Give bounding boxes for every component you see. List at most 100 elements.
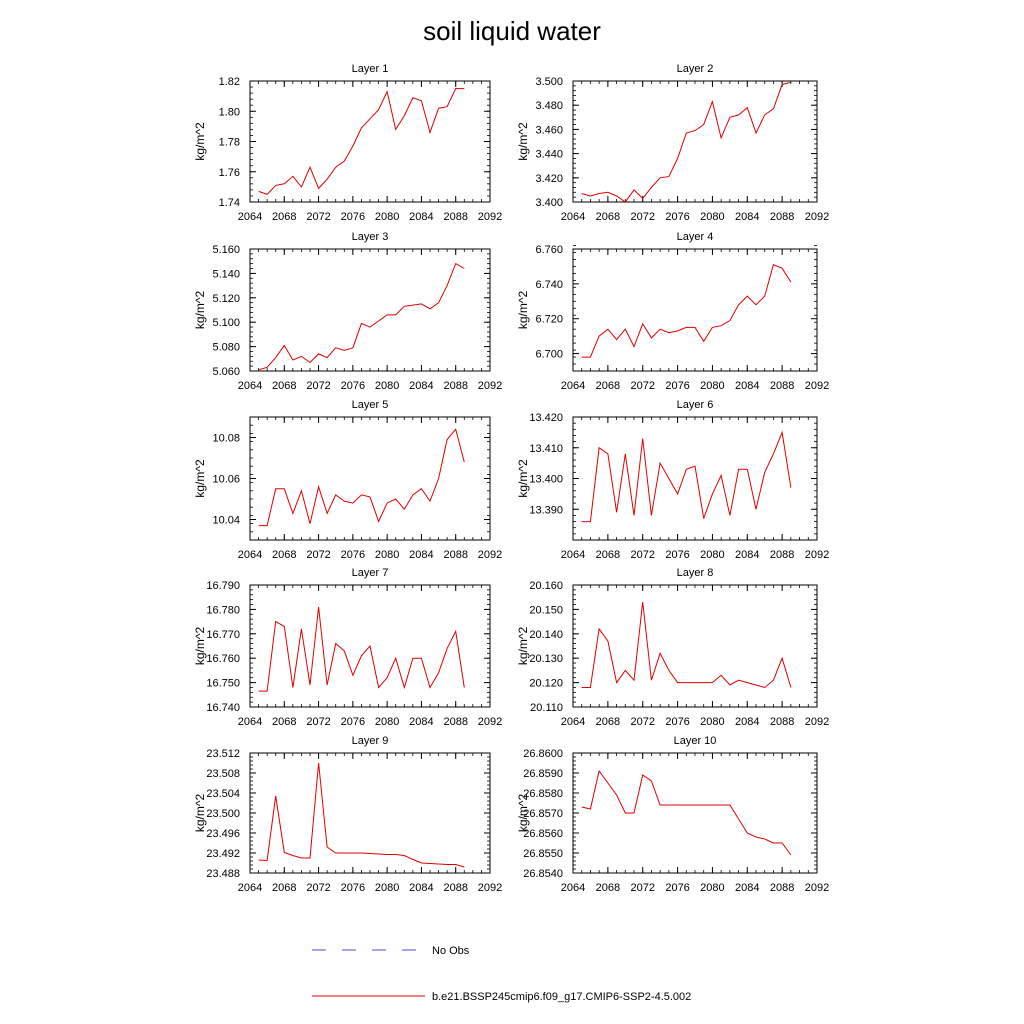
y-tick-label: 16.780 — [206, 604, 240, 616]
x-tick-label: 2072 — [630, 211, 654, 223]
y-tick-label: 20.140 — [529, 629, 563, 641]
y-tick-label: 1.76 — [219, 167, 240, 179]
x-tick-label: 2092 — [478, 716, 502, 728]
y-tick-label: 3.480 — [535, 100, 563, 112]
y-axis-label: kg/m^2 — [516, 459, 530, 498]
x-tick-label: 2088 — [443, 716, 467, 728]
y-tick-label: 26.8550 — [523, 848, 563, 860]
y-tick-label: 10.06 — [212, 474, 240, 486]
x-tick-label: 2080 — [700, 211, 724, 223]
x-tick-label: 2076 — [665, 716, 689, 728]
y-tick-label: 20.150 — [529, 604, 563, 616]
y-tick-label: 6.740 — [535, 279, 563, 291]
x-tick-label: 2080 — [700, 716, 724, 728]
x-tick-label: 2080 — [375, 380, 399, 392]
chart-panel-8: Layer 8 kg/m^2 2064 2068 2072 2076 2080 2084 208… — [516, 567, 829, 728]
x-tick-label: 2080 — [375, 882, 399, 894]
x-tick-label: 2072 — [306, 549, 330, 561]
y-tick-label: 5.060 — [212, 366, 240, 378]
y-tick-label: 23.504 — [206, 788, 240, 800]
chart-panel-9: Layer 9 kg/m^2 2064 2068 2072 2076 2080 2084 208… — [193, 735, 502, 894]
x-tick-label: 2068 — [272, 211, 296, 223]
x-tick-label: 2084 — [735, 716, 759, 728]
series-line — [258, 88, 465, 195]
y-axis-label: kg/m^2 — [516, 627, 530, 666]
x-tick-label: 2064 — [561, 716, 585, 728]
x-tick-label: 2068 — [272, 716, 296, 728]
series-line — [258, 262, 465, 371]
plot-frame — [249, 752, 491, 874]
x-tick-label: 2068 — [272, 549, 296, 561]
x-tick-label: 2092 — [805, 882, 829, 894]
y-tick-label: 13.410 — [529, 443, 563, 455]
x-tick-label: 2084 — [735, 211, 759, 223]
y-tick-label: 16.740 — [206, 702, 240, 714]
x-tick-label: 2076 — [341, 380, 365, 392]
x-tick-label: 2064 — [561, 882, 585, 894]
x-tick-label: 2092 — [478, 380, 502, 392]
y-tick-label: 26.8570 — [523, 808, 563, 820]
chart-panel-5: Layer 5 kg/m^2 2064 2068 2072 2076 2080 2084 208… — [193, 399, 502, 561]
plot-frame — [572, 752, 818, 874]
x-tick-label: 2088 — [443, 380, 467, 392]
y-tick-label: 3.400 — [535, 197, 563, 209]
x-tick-label: 2068 — [596, 882, 620, 894]
x-tick-label: 2072 — [630, 380, 654, 392]
x-tick-label: 2076 — [341, 716, 365, 728]
x-tick-label: 2092 — [478, 882, 502, 894]
x-tick-label: 2084 — [409, 549, 433, 561]
x-tick-label: 2080 — [375, 716, 399, 728]
x-tick-label: 2084 — [735, 882, 759, 894]
y-tick-label: 23.488 — [206, 868, 240, 880]
y-tick-label: 26.8590 — [523, 768, 563, 780]
x-tick-label: 2084 — [409, 211, 433, 223]
x-tick-label: 2072 — [306, 882, 330, 894]
y-tick-label: 26.8560 — [523, 828, 563, 840]
y-axis-label: kg/m^2 — [516, 291, 530, 330]
y-tick-label: 23.512 — [206, 748, 240, 760]
series-line — [581, 602, 792, 689]
y-tick-label: 13.390 — [529, 504, 563, 516]
panel-title: Layer 10 — [674, 735, 717, 747]
plot-frame — [572, 584, 818, 708]
y-tick-label: 16.760 — [206, 653, 240, 665]
x-tick-label: 2068 — [596, 549, 620, 561]
y-tick-label: 5.100 — [212, 317, 240, 329]
y-tick-label: 23.500 — [206, 808, 240, 820]
chart-panel-6: Layer 6 kg/m^2 2064 2068 2072 2076 2080 2084 208… — [516, 399, 829, 561]
x-tick-label: 2068 — [596, 716, 620, 728]
y-tick-label: 26.8580 — [523, 788, 563, 800]
chart-panel-1: Layer 1 kg/m^2 2064 2068 2072 2076 2080 2084 208… — [193, 63, 502, 223]
x-tick-label: 2092 — [805, 549, 829, 561]
x-tick-label: 2080 — [700, 549, 724, 561]
x-tick-label: 2092 — [805, 380, 829, 392]
panel-title: Layer 9 — [352, 735, 389, 747]
x-tick-label: 2076 — [341, 549, 365, 561]
y-tick-label: 3.420 — [535, 173, 563, 185]
x-tick-label: 2072 — [630, 882, 654, 894]
y-axis-label: kg/m^2 — [516, 122, 530, 161]
x-tick-label: 2064 — [238, 211, 262, 223]
x-tick-label: 2076 — [665, 211, 689, 223]
x-tick-label: 2068 — [272, 380, 296, 392]
x-tick-label: 2080 — [375, 211, 399, 223]
x-tick-label: 2084 — [409, 380, 433, 392]
series-line — [258, 762, 465, 868]
x-tick-label: 2072 — [630, 716, 654, 728]
y-tick-label: 5.140 — [212, 268, 240, 280]
panel-title: Layer 7 — [352, 567, 389, 579]
x-tick-label: 2084 — [735, 380, 759, 392]
x-tick-label: 2072 — [306, 716, 330, 728]
y-tick-label: 3.460 — [535, 124, 563, 136]
x-tick-label: 2092 — [805, 716, 829, 728]
plot-frame — [249, 80, 491, 203]
y-tick-label: 13.420 — [529, 412, 563, 424]
x-tick-label: 2084 — [735, 549, 759, 561]
y-tick-label: 16.750 — [206, 678, 240, 690]
x-tick-label: 2068 — [272, 882, 296, 894]
x-tick-label: 2088 — [443, 882, 467, 894]
y-tick-label: 23.492 — [206, 848, 240, 860]
plot-frame — [572, 80, 818, 203]
x-tick-label: 2092 — [478, 211, 502, 223]
